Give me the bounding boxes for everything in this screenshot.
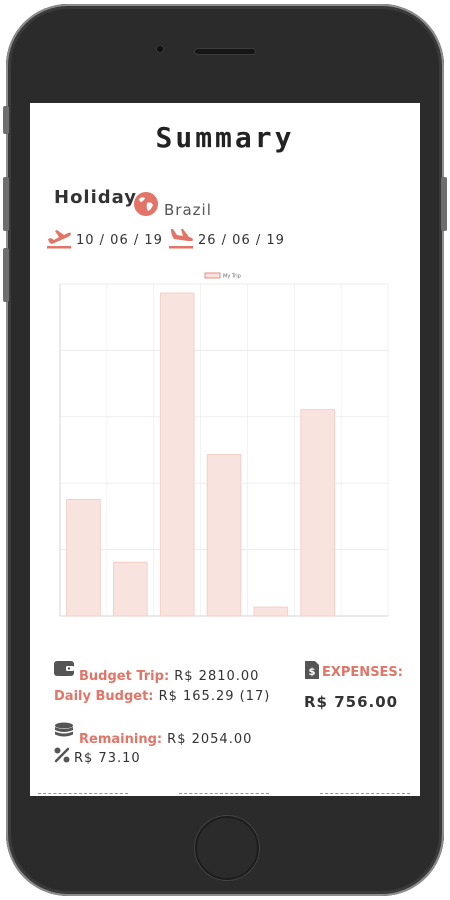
expenses-value: R$ 756.00 <box>304 693 399 711</box>
home-button[interactable] <box>195 816 259 880</box>
volume-down-button <box>3 248 9 302</box>
chart-legend-label: My Trip <box>223 274 241 280</box>
remaining-label: Remaining: <box>79 732 163 747</box>
budget-trip-value: R$ 2810.00 <box>174 669 260 684</box>
percent-icon <box>54 747 70 763</box>
chart-bar <box>253 606 289 617</box>
daily-budget-value: R$ 165.29 (17) <box>158 689 271 704</box>
divider-center <box>179 793 269 794</box>
mute-switch <box>3 106 9 134</box>
chart-bar <box>159 292 195 617</box>
receipt-dollar-icon: $ <box>305 661 319 679</box>
percent-value: R$ 73.10 <box>74 751 141 766</box>
expenses-chart: My Trip <box>50 268 395 633</box>
chart-bar <box>113 561 148 617</box>
budget-trip-row: Budget Trip: R$ 2810.00 <box>79 665 259 684</box>
departure-date: 10 / 06 / 19 <box>76 233 163 248</box>
daily-budget-label: Daily Budget: <box>54 689 154 704</box>
page-title: Summary <box>155 121 295 154</box>
budget-trip-label: Budget Trip: <box>79 669 170 684</box>
power-button <box>441 177 447 231</box>
return-date: 26 / 06 / 19 <box>198 233 285 248</box>
remaining-value: R$ 2054.00 <box>167 732 253 747</box>
trip-destination: Brazil <box>164 201 212 219</box>
chart-svg: My Trip <box>59 272 389 617</box>
wallet-icon <box>54 661 74 676</box>
chart-bar <box>206 454 242 617</box>
chart-bar <box>66 498 101 617</box>
app-screen: Summary Holiday Brazil 10 / 06 / 19 26 /… <box>30 103 420 796</box>
plane-departure-icon <box>47 230 71 249</box>
divider-left <box>38 793 128 794</box>
divider-right <box>320 793 410 794</box>
expenses-label: EXPENSES: <box>322 665 403 680</box>
globe-icon <box>134 192 158 216</box>
earpiece-speaker <box>194 48 256 55</box>
plane-arrival-icon <box>169 229 193 249</box>
chart-bar <box>300 409 335 617</box>
chart-legend-swatch <box>204 272 221 279</box>
front-camera <box>155 44 165 54</box>
volume-up-button <box>3 177 9 231</box>
daily-budget-row: Daily Budget: R$ 165.29 (17) <box>54 685 270 704</box>
remaining-row: Remaining: R$ 2054.00 <box>79 728 252 747</box>
svg-text:$: $ <box>309 667 316 678</box>
trip-name: Holiday <box>54 187 137 208</box>
coins-icon <box>55 722 73 737</box>
